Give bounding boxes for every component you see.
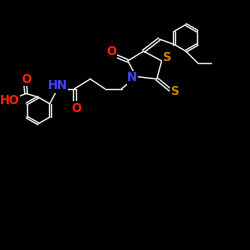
Text: O: O: [106, 46, 117, 59]
Text: S: S: [170, 84, 179, 98]
Text: HN: HN: [48, 79, 68, 92]
Text: HO: HO: [0, 94, 20, 107]
Text: O: O: [21, 72, 31, 86]
Text: O: O: [72, 102, 82, 115]
Text: S: S: [162, 52, 171, 64]
Text: N: N: [127, 71, 137, 84]
